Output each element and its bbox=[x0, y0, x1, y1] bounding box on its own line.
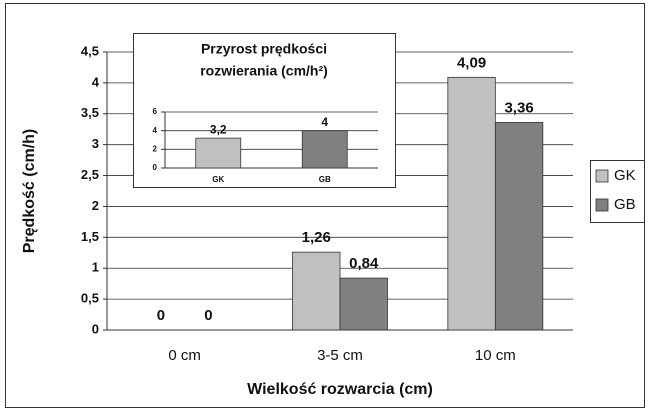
y-tick-label: 3 bbox=[92, 136, 99, 151]
bar bbox=[195, 137, 242, 169]
y-tick-label: 2 bbox=[92, 198, 99, 213]
y-tick-label: 6 bbox=[153, 107, 158, 116]
x-axis-title: Wielkość rozwarcia (cm) bbox=[247, 381, 433, 398]
bar bbox=[301, 130, 348, 169]
value-label: 1,26 bbox=[302, 229, 331, 246]
y-tick-label: 1,5 bbox=[81, 229, 99, 244]
bar bbox=[292, 251, 341, 331]
value-label: 3,2 bbox=[210, 122, 227, 136]
value-label: 4 bbox=[321, 115, 328, 129]
legend-label: GB bbox=[614, 196, 636, 213]
x-tick-label: 10 cm bbox=[475, 347, 516, 364]
y-tick-label: 4 bbox=[153, 126, 158, 135]
y-tick-label: 1 bbox=[92, 260, 99, 275]
y-tick-label: 0,5 bbox=[81, 291, 99, 306]
x-tick-label: GK bbox=[212, 175, 224, 184]
legend-swatch bbox=[595, 198, 609, 212]
y-tick-label: 3,5 bbox=[81, 105, 99, 120]
inset-box bbox=[133, 33, 396, 188]
y-tick-label: 4 bbox=[92, 74, 100, 89]
bar bbox=[339, 277, 388, 331]
bar bbox=[494, 122, 544, 331]
inset-title: Przyrost prędkości bbox=[201, 41, 327, 57]
y-tick-label: 0 bbox=[92, 321, 99, 336]
value-label: 3,36 bbox=[504, 99, 533, 116]
value-label: 0,84 bbox=[349, 255, 379, 272]
y-tick-label: 4,5 bbox=[81, 43, 99, 58]
value-label: 0 bbox=[157, 307, 165, 324]
x-tick-label: GB bbox=[319, 175, 331, 184]
legend-swatch bbox=[595, 169, 609, 183]
value-label: 4,09 bbox=[457, 54, 486, 71]
x-tick-label: 3-5 cm bbox=[317, 347, 363, 364]
bar bbox=[447, 76, 496, 331]
legend-label: GK bbox=[614, 167, 636, 184]
value-label: 0 bbox=[204, 307, 212, 324]
y-tick-label: 0 bbox=[153, 163, 158, 172]
y-tick-label: 2 bbox=[153, 144, 158, 153]
y-tick-label: 2,5 bbox=[81, 167, 99, 182]
x-tick-label: 0 cm bbox=[168, 347, 201, 364]
inset-title: rozwierania (cm/h²) bbox=[200, 63, 328, 79]
y-axis-title: Prędkość (cm/h) bbox=[21, 129, 38, 253]
